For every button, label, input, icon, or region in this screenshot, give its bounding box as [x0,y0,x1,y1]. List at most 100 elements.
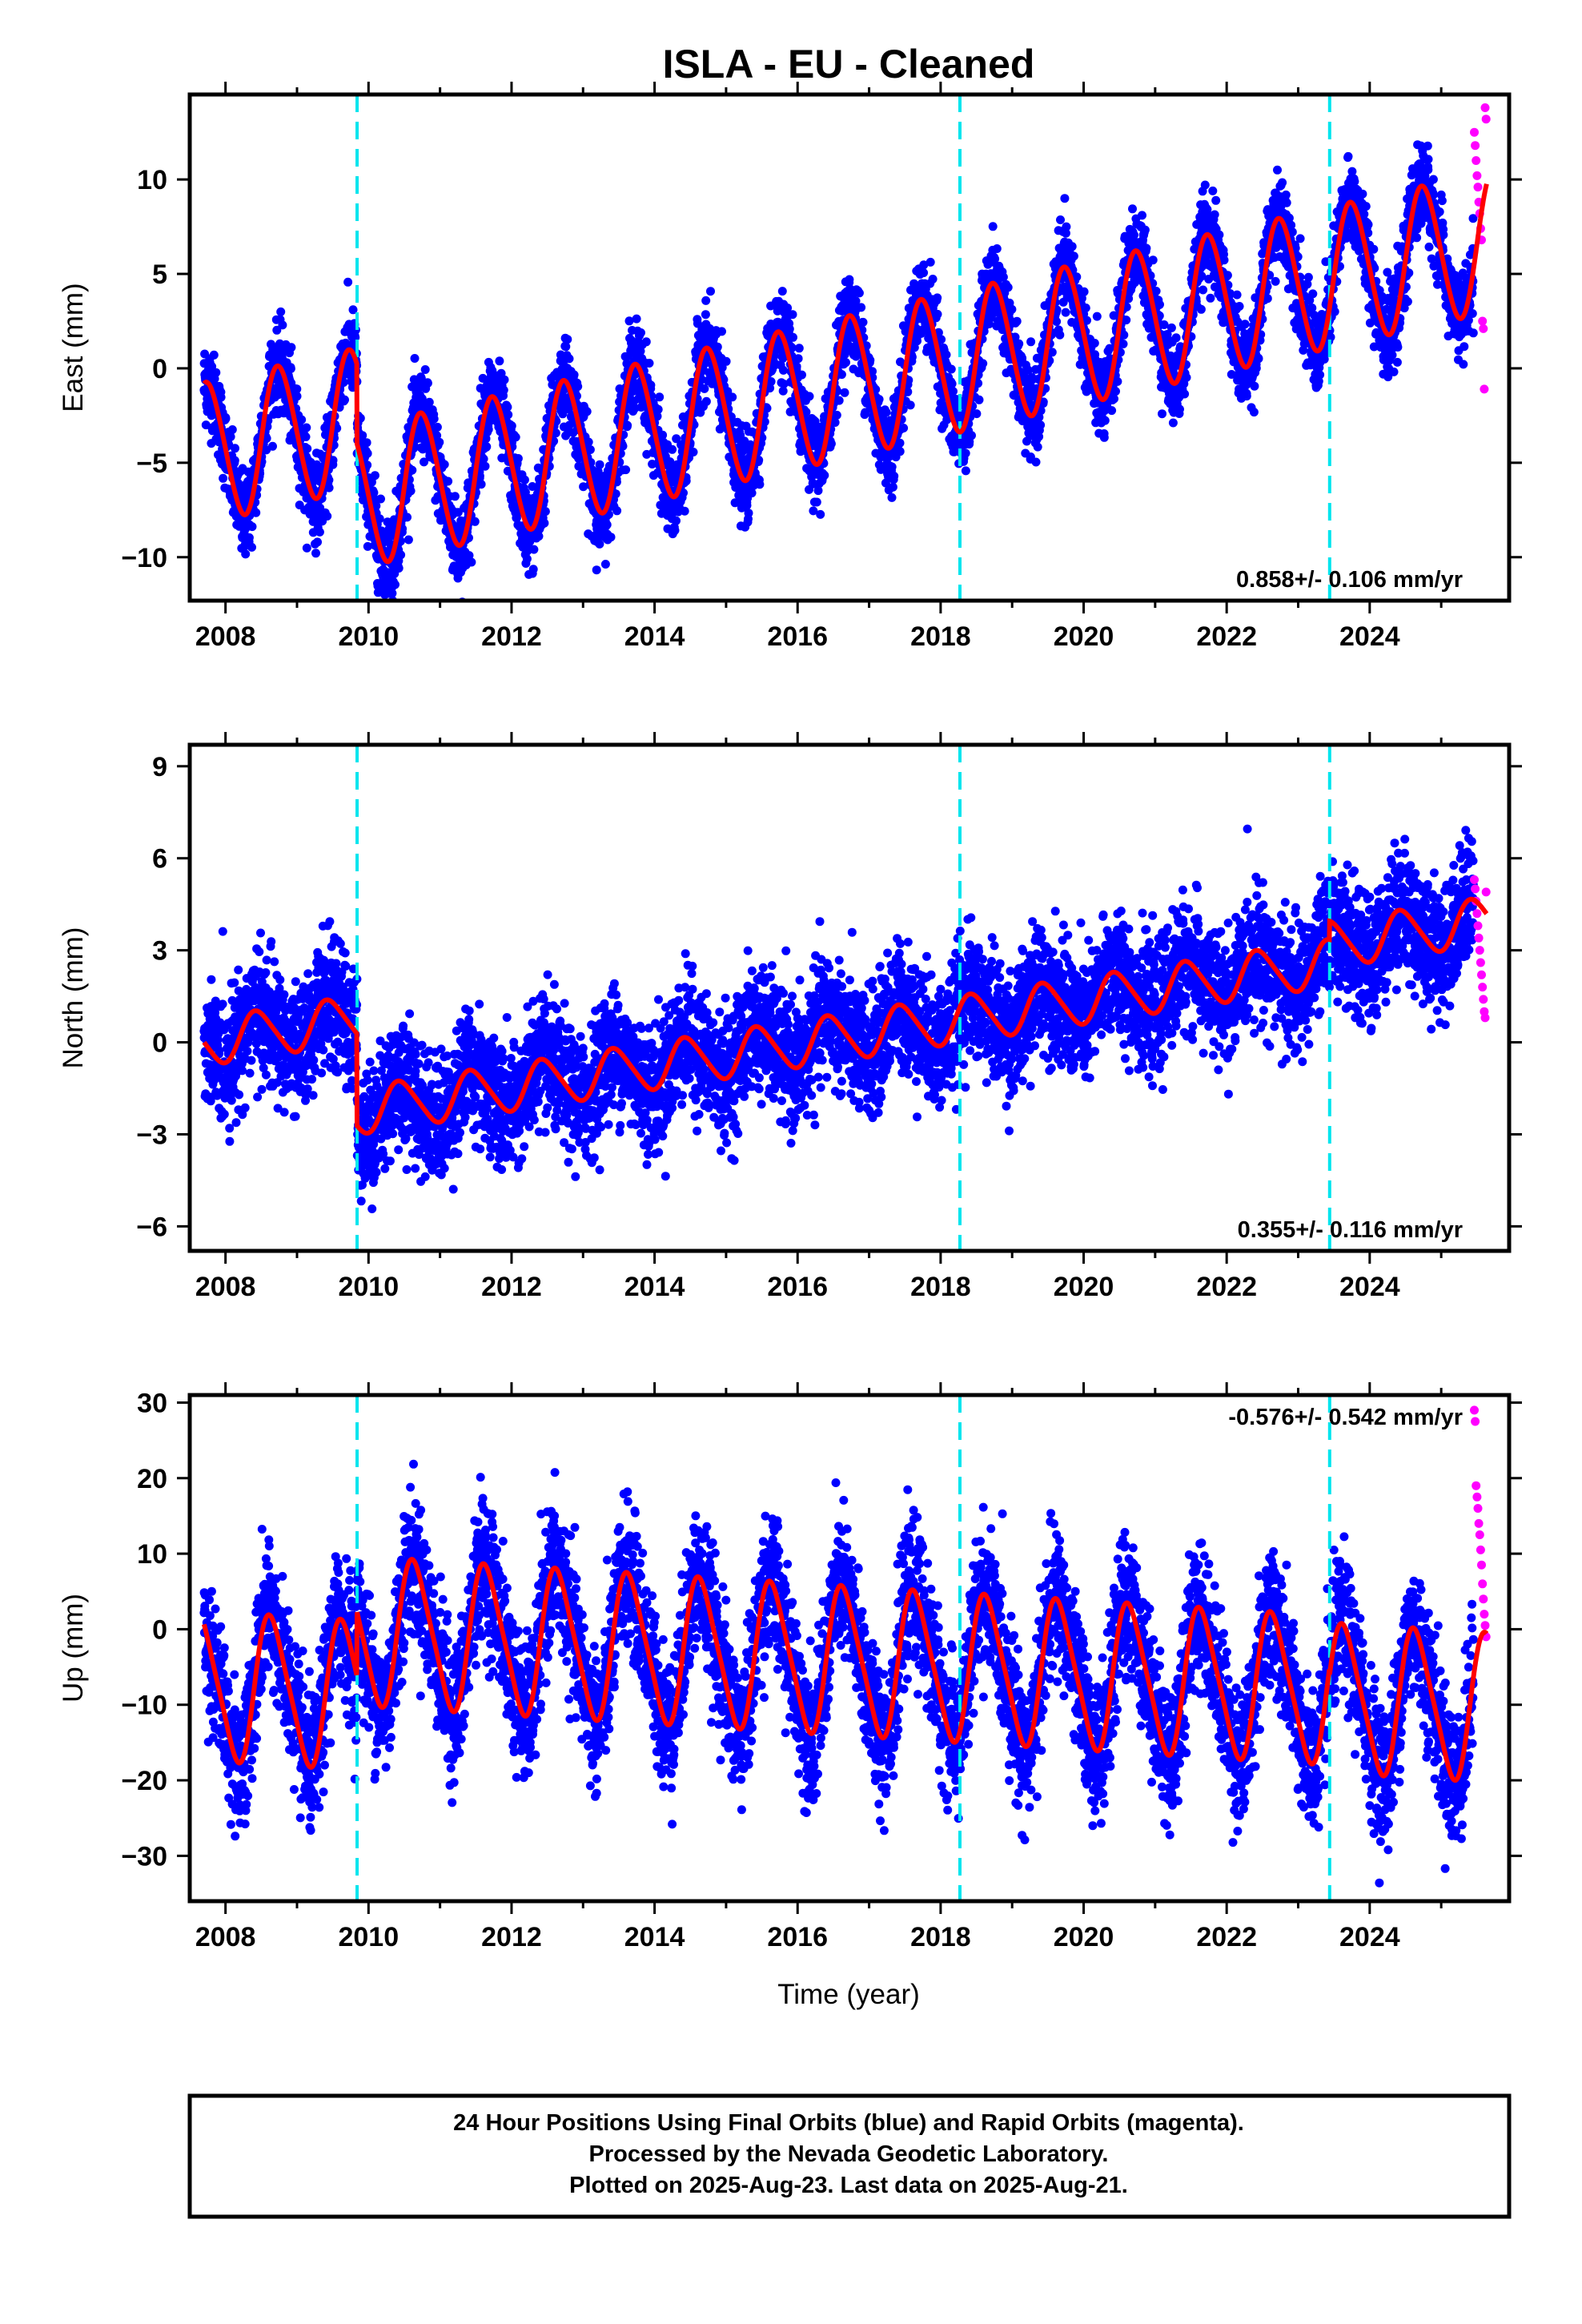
final-point [701,396,711,406]
final-point [789,332,797,342]
final-point [278,320,287,330]
final-point [408,465,417,475]
final-point [287,343,296,352]
final-point [582,407,592,416]
final-point [1090,339,1099,348]
final-point [394,564,404,573]
final-point [440,460,449,469]
final-point [632,314,641,324]
final-point [362,438,371,448]
final-point [564,354,574,364]
final-point [881,408,891,417]
final-point [507,421,516,431]
final-point [816,509,825,519]
final-point [302,543,311,553]
final-point [1166,323,1176,332]
final-point [992,244,1002,253]
final-point [680,506,689,516]
final-point [1036,420,1046,430]
final-point [247,522,257,532]
final-point [1062,222,1071,231]
final-point [244,533,254,542]
final-point [961,466,970,476]
final-point [563,335,572,344]
final-point [292,392,302,401]
final-point [387,589,397,598]
final-point [358,431,367,440]
final-point [830,418,840,427]
final-point [837,370,846,380]
final-point [371,501,381,511]
final-point [832,410,841,420]
final-point [701,310,710,320]
final-point [209,350,219,360]
final-point [978,359,988,368]
final-point [276,307,286,316]
final-point [857,303,866,312]
final-point [262,433,271,443]
final-point [313,537,322,547]
final-point [1060,194,1070,203]
final-point [926,257,935,267]
final-point [324,483,334,493]
final-point [467,557,476,567]
final-point [292,384,302,394]
final-point [919,268,929,278]
final-point [612,506,622,516]
final-point [315,527,324,537]
final-point [794,344,804,353]
final-point [221,414,231,424]
final-point [595,460,604,469]
final-point [1079,287,1089,296]
final-point [949,387,958,396]
final-point [700,384,709,393]
final-point [895,447,905,456]
final-point [701,296,711,305]
final-point [303,444,312,453]
final-point [406,486,416,496]
final-point [343,277,353,287]
final-point [826,439,836,448]
final-point [1012,316,1022,326]
final-point [569,370,579,380]
final-point [328,456,338,465]
final-point [424,397,434,407]
final-point [942,350,951,360]
final-point [595,539,604,549]
final-point [670,525,680,535]
final-point [747,489,757,498]
final-point [1061,308,1070,317]
final-point [216,392,226,402]
final-point [444,476,453,486]
final-point [1081,304,1090,312]
final-point [933,293,942,303]
final-point [500,375,509,384]
final-point [888,482,897,492]
final-point [623,420,632,430]
final-point [1113,376,1122,386]
final-point [812,497,821,507]
final-point [410,354,420,363]
final-point [621,465,631,475]
final-point [540,518,549,528]
final-point [1122,316,1131,325]
final-point [1092,312,1102,321]
final-point [1069,251,1078,261]
final-point [1158,409,1166,419]
final-point [1007,304,1017,314]
final-point [479,454,488,464]
final-point [717,327,726,336]
final-point [435,437,444,447]
final-point [1118,340,1128,348]
final-point [602,520,612,529]
final-point [655,392,665,402]
final-point [1033,442,1042,452]
final-point [961,448,970,458]
final-point [520,475,529,485]
final-point [1128,204,1137,214]
final-point [484,424,493,434]
final-point [1003,283,1013,292]
final-point [396,550,406,560]
final-point [933,309,942,319]
